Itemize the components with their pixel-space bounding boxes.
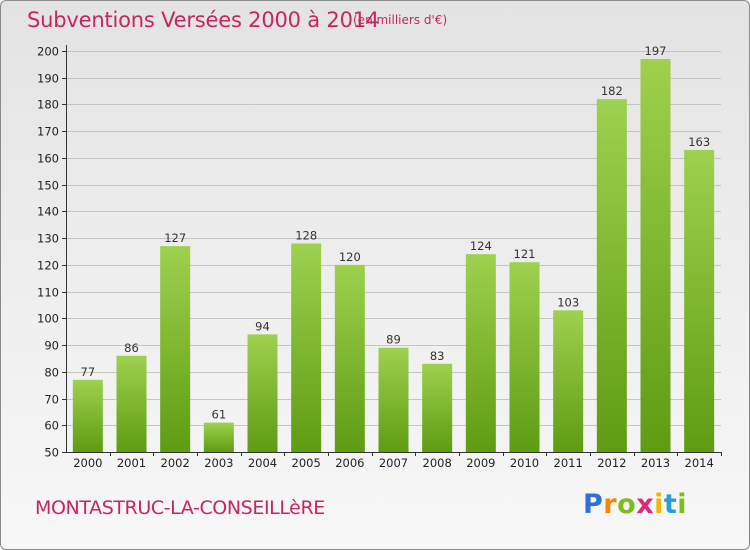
chart-subtitle: (en milliers d'€) xyxy=(353,13,448,27)
chart-title: Subventions Versées 2000 à 2014 xyxy=(27,8,380,32)
logo-letter: i xyxy=(654,489,664,520)
x-tick-label-2001: 2001 xyxy=(117,456,146,470)
y-tick-label: 150 xyxy=(37,179,59,193)
bars xyxy=(72,59,715,453)
bar-2013 xyxy=(640,59,671,453)
data-label-2000: 77 xyxy=(81,365,96,379)
logo-letter: o xyxy=(617,489,637,520)
bar-2014 xyxy=(684,149,715,452)
y-tick-label: 160 xyxy=(37,152,59,166)
bar-2007 xyxy=(378,347,409,452)
logo-letter: i xyxy=(677,489,688,520)
data-label-2003: 61 xyxy=(212,408,227,422)
x-tick-label-2007: 2007 xyxy=(379,456,408,470)
data-label-2004: 94 xyxy=(255,319,270,333)
y-tick-label: 70 xyxy=(44,393,59,407)
bar-2009 xyxy=(465,254,496,452)
data-label-2002: 127 xyxy=(164,231,186,245)
data-label-2014: 163 xyxy=(688,135,710,149)
y-tick-label: 130 xyxy=(37,232,59,246)
x-tick-label-2010: 2010 xyxy=(510,456,539,470)
bar-2010 xyxy=(509,262,540,452)
bar-2006 xyxy=(334,264,365,452)
data-label-2005: 128 xyxy=(295,228,317,242)
logo-letter: x xyxy=(636,489,655,520)
y-tick-label: 100 xyxy=(37,312,59,326)
x-tick-label-2006: 2006 xyxy=(335,456,364,470)
x-tick-label-2012: 2012 xyxy=(597,456,626,470)
y-tick-label: 50 xyxy=(44,446,59,460)
x-tick-label-2004: 2004 xyxy=(248,456,277,470)
y-tick-label: 90 xyxy=(44,339,59,353)
data-label-2011: 103 xyxy=(557,295,579,309)
x-tick-label-2009: 2009 xyxy=(466,456,495,470)
bar-2005 xyxy=(291,243,322,452)
bar-2001 xyxy=(116,355,147,452)
bar-2011 xyxy=(553,310,584,452)
bar-2008 xyxy=(422,363,453,452)
x-tick-label-2003: 2003 xyxy=(204,456,233,470)
data-label-2012: 182 xyxy=(601,84,623,98)
y-tick-label: 180 xyxy=(37,98,59,112)
bar-2000 xyxy=(72,379,103,452)
data-label-2007: 89 xyxy=(386,333,401,347)
bar-2012 xyxy=(596,99,627,453)
labels: 50 60 70 80 90 100 110 120 130 140 150 160 170 180 190… xyxy=(37,44,714,470)
x-tick-label-2000: 2000 xyxy=(73,456,102,470)
logo-letter: t xyxy=(663,489,678,520)
data-label-2009: 124 xyxy=(470,239,492,253)
data-label-2008: 83 xyxy=(430,349,445,363)
logo-letter: P xyxy=(583,489,604,520)
proxiti-logo: Proxiti xyxy=(583,489,687,520)
y-tick-label: 80 xyxy=(44,366,59,380)
data-label-2001: 86 xyxy=(124,341,139,355)
x-tick-label-2011: 2011 xyxy=(554,456,583,470)
y-tick-label: 190 xyxy=(37,72,59,86)
y-tick-label: 120 xyxy=(37,259,59,273)
bar-2002 xyxy=(160,246,191,452)
x-tick-label-2013: 2013 xyxy=(641,456,670,470)
data-label-2013: 197 xyxy=(645,44,667,58)
y-tick-label: 200 xyxy=(37,45,59,59)
x-tick-label-2014: 2014 xyxy=(685,456,714,470)
x-tick-label-2002: 2002 xyxy=(161,456,190,470)
data-label-2010: 121 xyxy=(514,247,536,261)
y-tick-label: 140 xyxy=(37,205,59,219)
bar-2003 xyxy=(203,422,234,452)
y-tick-label: 170 xyxy=(37,125,59,139)
bar-2004 xyxy=(247,334,278,452)
x-tick-label-2005: 2005 xyxy=(292,456,321,470)
axes xyxy=(62,45,722,456)
data-label-2006: 120 xyxy=(339,250,361,264)
x-tick-label-2008: 2008 xyxy=(423,456,452,470)
y-tick-label: 60 xyxy=(44,419,59,433)
y-tick-label: 110 xyxy=(37,286,59,300)
logo-letter: r xyxy=(603,489,618,520)
place-name: MONTASTRUC-LA-CONSEILLèRE xyxy=(35,497,325,519)
